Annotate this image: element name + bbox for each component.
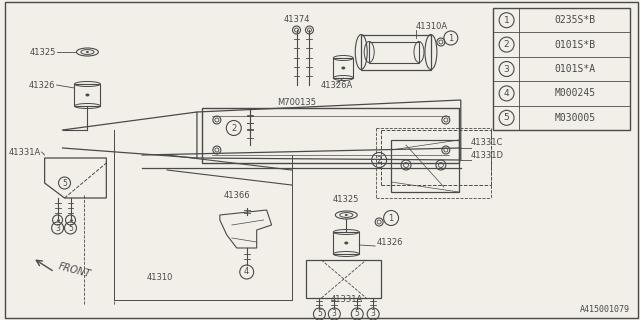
Text: 3: 3 (55, 223, 60, 233)
Text: 4: 4 (504, 89, 509, 98)
Bar (361, 35, 431, 70)
Text: 41310A: 41310A (416, 21, 448, 30)
Text: 1: 1 (448, 34, 454, 43)
Ellipse shape (345, 214, 348, 216)
Ellipse shape (344, 242, 348, 244)
Text: M700135: M700135 (277, 98, 316, 107)
Text: 2: 2 (504, 40, 509, 49)
Bar (333, 58, 353, 78)
Text: 4: 4 (244, 268, 250, 276)
Text: 41325: 41325 (29, 47, 56, 57)
Text: 1: 1 (504, 16, 509, 25)
Text: 41366: 41366 (223, 191, 250, 200)
Text: 0101S*B: 0101S*B (555, 40, 596, 50)
Text: 5: 5 (62, 179, 67, 188)
Bar (307, 260, 381, 298)
Text: 0235S*B: 0235S*B (555, 15, 596, 25)
Text: 41331A: 41331A (330, 295, 362, 304)
Text: 5: 5 (317, 309, 322, 318)
Bar (369, 42, 419, 63)
Text: 5: 5 (68, 223, 73, 233)
Text: 41374: 41374 (284, 15, 310, 24)
Text: 5: 5 (504, 113, 509, 122)
Text: 41310: 41310 (147, 273, 173, 282)
Text: M030005: M030005 (555, 113, 596, 123)
Ellipse shape (341, 67, 346, 69)
Text: 41331A: 41331A (8, 148, 40, 156)
Bar (333, 232, 359, 254)
Bar (391, 140, 459, 192)
Bar (202, 108, 459, 163)
Text: 3: 3 (371, 309, 376, 318)
Text: M000245: M000245 (555, 88, 596, 99)
Bar (493, 8, 630, 130)
Ellipse shape (85, 93, 90, 97)
Text: 41326A: 41326A (320, 81, 353, 90)
Text: 41331D: 41331D (471, 151, 504, 160)
Text: 41325: 41325 (333, 195, 360, 204)
Text: 3: 3 (504, 65, 509, 74)
Text: A415001079: A415001079 (580, 305, 630, 314)
Text: 2: 2 (376, 156, 382, 164)
Text: 5: 5 (355, 309, 360, 318)
Text: 41331C: 41331C (471, 138, 503, 147)
Bar (74, 84, 100, 106)
Text: 3: 3 (332, 309, 337, 318)
Ellipse shape (86, 51, 89, 53)
Text: 41326: 41326 (29, 81, 56, 90)
Text: 2: 2 (231, 124, 236, 132)
Text: 41326: 41326 (376, 238, 403, 247)
Text: 1: 1 (388, 213, 394, 222)
Text: 0101S*A: 0101S*A (555, 64, 596, 74)
Text: FRONT: FRONT (58, 261, 92, 279)
